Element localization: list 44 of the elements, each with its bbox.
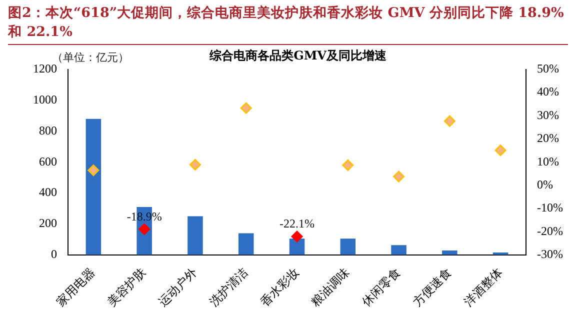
y-tick-label: 800 <box>39 123 57 138</box>
bar <box>442 250 458 255</box>
x-tick-label: 粮油调味 <box>308 265 352 310</box>
y2-tick-label: 50% <box>537 62 560 76</box>
point <box>291 230 303 242</box>
y-tick-label: 1200 <box>33 62 57 76</box>
y2-tick-label: 30% <box>537 108 560 122</box>
bar <box>391 245 406 255</box>
point <box>494 144 506 156</box>
y-tick-label: 600 <box>39 154 57 168</box>
bar <box>188 216 203 255</box>
x-tick-label: 洋酒整体 <box>461 265 505 310</box>
x-tick-label: 美容护肤 <box>104 265 149 310</box>
data-label: -22.1% <box>280 216 315 231</box>
x-tick-label: 运动户外 <box>156 265 200 310</box>
y2-tick-label: -20% <box>537 224 564 238</box>
point <box>342 159 354 171</box>
x-tick-label: 洗护清洁 <box>206 265 250 310</box>
y2-tick-label: 20% <box>537 131 560 146</box>
bar <box>238 233 254 255</box>
bar <box>289 238 305 255</box>
chart-subtitle: 综合电商各品类GMV及同比增速 <box>208 48 388 62</box>
y-tick-label: 0 <box>51 247 57 262</box>
y2-tick-label: -30% <box>537 247 564 262</box>
point <box>393 170 405 182</box>
chart-title: 图2：本次“618”大促期间，综合电商里美妆护肤和香水彩妆 GMV 分别同比下降 18.9%和 22.1% <box>8 4 568 45</box>
y2-tick-label: -10% <box>537 200 564 215</box>
bar <box>340 238 356 255</box>
y-tick-label: 400 <box>39 185 57 200</box>
point <box>240 102 252 114</box>
x-tick-label: 休闲零食 <box>359 265 404 310</box>
x-tick-label: 家用电器 <box>54 265 98 310</box>
x-tick-label: 香水彩妆 <box>258 265 302 310</box>
point <box>189 158 201 170</box>
y-tick-label: 1000 <box>33 92 57 106</box>
y2-tick-label: 0% <box>537 177 554 192</box>
y-tick-label: 200 <box>39 216 57 230</box>
y2-tick-label: 40% <box>537 84 560 99</box>
y-axis-title: （单位：亿元） <box>52 50 129 64</box>
y2-tick-label: 10% <box>537 154 560 168</box>
x-tick-label: 方便速食 <box>410 265 454 310</box>
point <box>444 115 456 127</box>
bar <box>86 118 102 255</box>
point <box>88 164 100 176</box>
